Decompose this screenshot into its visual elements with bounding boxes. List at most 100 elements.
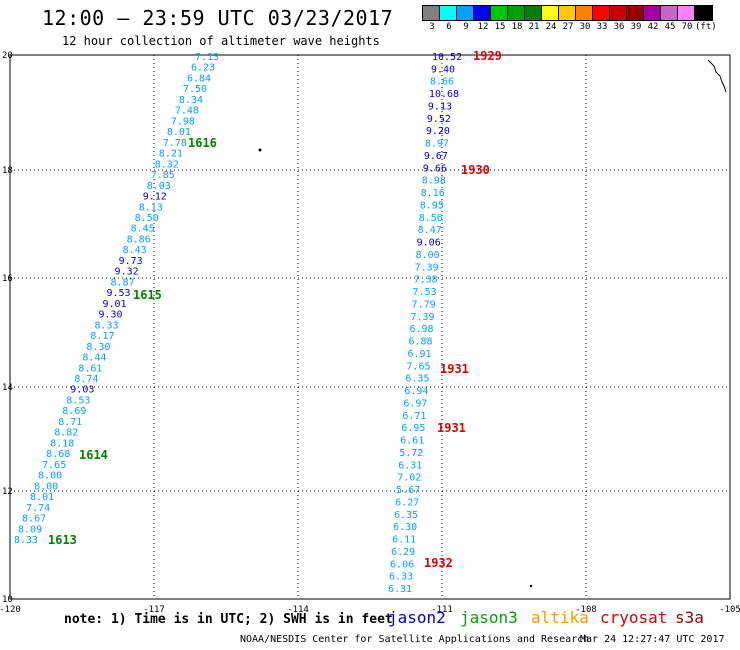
colorbar-swatch xyxy=(457,6,474,20)
colorbar-label: 18 xyxy=(511,22,523,32)
wave-height-label: 8.33 xyxy=(94,320,118,331)
wave-height-label: 8.53 xyxy=(66,395,90,406)
time-label: 1615 xyxy=(133,288,162,302)
wave-height-label: 6.94 xyxy=(404,386,428,397)
wave-height-label: 8.97 xyxy=(425,139,449,150)
wave-height-label: 8.98 xyxy=(422,176,446,187)
wave-height-label: 6.84 xyxy=(187,73,211,84)
wave-height-label: 6.30 xyxy=(393,522,417,533)
colorbar-label: 70 xyxy=(681,22,693,32)
time-label: 1930 xyxy=(461,163,490,177)
wave-height-label: 7.02 xyxy=(397,473,421,484)
wave-height-label: 8.30 xyxy=(86,342,110,353)
y-tick-label: 16 xyxy=(2,274,13,284)
wave-height-label: 6.35 xyxy=(405,374,429,385)
time-label: 1931 xyxy=(437,421,466,435)
wave-height-label: 7.39 xyxy=(411,312,435,323)
wave-height-label: 8.44 xyxy=(82,353,106,364)
wave-height-label: 8.67 xyxy=(22,514,46,525)
colorbar-label: 9 xyxy=(463,22,469,32)
colorbar-swatch xyxy=(627,6,644,20)
colorbar-label: 15 xyxy=(494,22,506,32)
wave-height-label: 6.06 xyxy=(390,559,414,570)
wave-height-label: 7.78 xyxy=(163,138,187,149)
grid-lines xyxy=(10,55,730,599)
wave-height-label: 6.71 xyxy=(402,411,426,422)
wave-height-label: 9.12 xyxy=(143,192,167,203)
wave-height-label: 8.74 xyxy=(74,374,98,385)
wave-height-label: 7.39 xyxy=(415,262,439,273)
wave-height-label: 8.34 xyxy=(179,95,203,106)
wave-height-label: 6.95 xyxy=(401,423,425,434)
wave-height-label: 9.30 xyxy=(98,310,122,321)
colorbar-swatch xyxy=(508,6,525,20)
wave-height-label: 6.97 xyxy=(403,398,427,409)
footer-note: note: 1) Time is in UTC; 2) SWH is in fe… xyxy=(64,612,393,627)
wave-height-label: 8.86 xyxy=(127,234,151,245)
left-track-labels: 7.136.236.847.508.347.487.988.017.788.21… xyxy=(14,52,219,546)
time-label: 1616 xyxy=(188,136,217,150)
wave-height-label: 9.20 xyxy=(426,126,450,137)
colorbar-label: 6 xyxy=(446,22,452,32)
map-frame xyxy=(9,54,731,600)
colorbar-swatch xyxy=(474,6,491,20)
wave-height-label: 8.01 xyxy=(30,492,54,503)
wave-height-label: 8.32 xyxy=(155,159,179,170)
wave-height-label: 10.52 xyxy=(432,52,462,63)
timestamp-text: Mar 24 12:27:47 UTC 2017 xyxy=(580,634,725,645)
colorbar-label: 36 xyxy=(613,22,625,32)
colorbar-label: 24 xyxy=(545,22,557,32)
colorbar-swatch xyxy=(491,6,508,20)
wave-height-label: 9.52 xyxy=(427,114,451,125)
coastline xyxy=(258,59,727,588)
wave-height-label: 8.17 xyxy=(90,331,114,342)
colorbar-swatch xyxy=(559,6,576,20)
wave-height-label: 8.68 xyxy=(46,449,70,460)
wave-height-label: 8.00 xyxy=(34,481,58,492)
wave-height-label: 7.79 xyxy=(412,299,436,310)
colorbar xyxy=(422,5,713,21)
legend-jason3: jason3 xyxy=(460,608,518,627)
x-tick-label: -117 xyxy=(143,605,165,615)
axis-ticks: -120 -117 -114 -111 -108 -105 10 12 14 16 18 20 xyxy=(0,51,740,615)
time-label: 1931 xyxy=(440,362,469,376)
wave-height-label: 8.69 xyxy=(62,406,86,417)
wave-height-label: 8.61 xyxy=(78,363,102,374)
x-tick-label: -114 xyxy=(287,605,309,615)
wave-height-label: 8.13 xyxy=(139,202,163,213)
colorbar-label: 39 xyxy=(630,22,642,32)
colorbar-swatch xyxy=(593,6,610,20)
colorbar-label: 3 xyxy=(429,22,435,32)
credit-text: NOAA/NESDIS Center for Satellite Applica… xyxy=(240,634,590,645)
wave-height-label: 8.01 xyxy=(167,127,191,138)
wave-height-label: 8.43 xyxy=(123,245,147,256)
colorbar-swatch xyxy=(661,6,678,20)
x-tick-label: -108 xyxy=(575,605,597,615)
wave-height-label: 9.13 xyxy=(428,101,452,112)
wave-height-label: 6.31 xyxy=(388,584,412,595)
time-label: 1932 xyxy=(424,556,453,570)
wave-height-label: 7.85 xyxy=(151,170,175,181)
wave-height-label: 9.03 xyxy=(70,385,94,396)
wave-height-label: 8.47 xyxy=(418,225,442,236)
wave-height-label: 6.31 xyxy=(398,460,422,471)
legend-jason2: jason2 xyxy=(388,608,446,627)
wave-height-label: 7.53 xyxy=(413,287,437,298)
wave-height-label: 6.27 xyxy=(395,497,419,508)
colorbar-label: 12 xyxy=(477,22,489,32)
wave-height-label: 9.01 xyxy=(102,299,126,310)
colorbar-swatch xyxy=(423,6,440,20)
colorbar-swatch xyxy=(610,6,627,20)
wave-height-label: 7.65 xyxy=(42,460,66,471)
y-tick-label: 10 xyxy=(2,595,13,605)
wave-height-label: 8.56 xyxy=(419,213,443,224)
legend-altika: altika xyxy=(531,608,589,627)
wave-height-label: 9.73 xyxy=(119,256,143,267)
colorbar-swatch xyxy=(678,6,695,20)
y-tick-label: 18 xyxy=(2,166,13,176)
wave-height-label: 9.32 xyxy=(115,267,139,278)
wave-height-label: 6.23 xyxy=(191,63,215,74)
wave-height-label: 8.21 xyxy=(159,149,183,160)
wave-height-label: 7.38 xyxy=(414,275,438,286)
wave-height-label: 6.11 xyxy=(392,535,416,546)
